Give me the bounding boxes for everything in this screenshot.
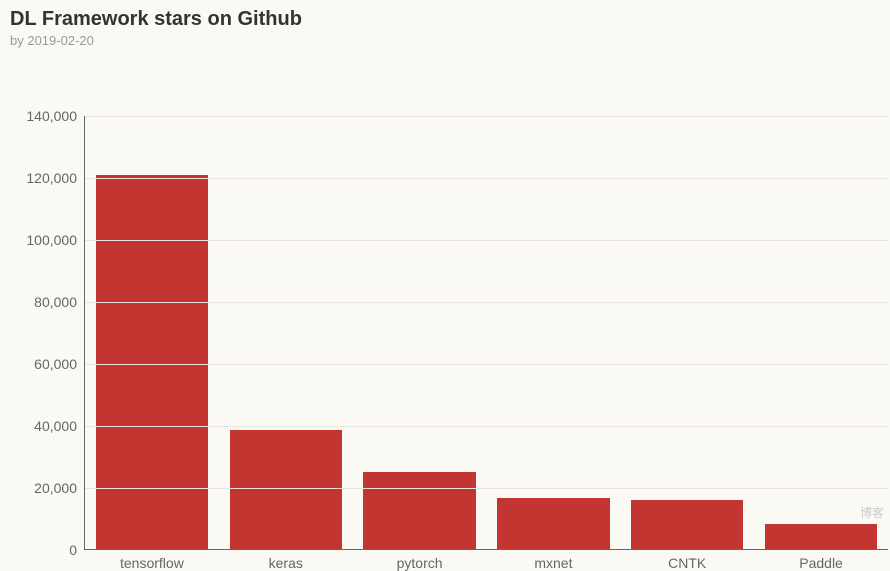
plot-area: tensorflowkeraspytorchmxnetCNTKPaddle 02…	[84, 116, 888, 550]
bar-slot: CNTK	[620, 116, 754, 549]
ytick-label: 140,000	[26, 108, 85, 124]
bars-group: tensorflowkeraspytorchmxnetCNTKPaddle	[85, 116, 888, 549]
xtick-label: pytorch	[397, 549, 443, 571]
bar-slot: mxnet	[486, 116, 620, 549]
gridline	[85, 364, 888, 365]
bar	[230, 430, 342, 549]
bar	[96, 175, 208, 549]
gridline	[85, 178, 888, 179]
chart-subtitle: by 2019-02-20	[10, 33, 880, 48]
ytick-label: 60,000	[34, 356, 85, 372]
chart-container: DL Framework stars on Github by 2019-02-…	[0, 0, 890, 529]
ytick-label: 120,000	[26, 170, 85, 186]
ytick-label: 80,000	[34, 294, 85, 310]
chart-title: DL Framework stars on Github	[10, 8, 880, 31]
xtick-label: keras	[269, 549, 303, 571]
ytick-label: 0	[69, 542, 85, 558]
bar	[363, 472, 475, 549]
bar	[497, 498, 609, 549]
gridline	[85, 426, 888, 427]
bar-slot: Paddle	[754, 116, 888, 549]
gridline	[85, 302, 888, 303]
gridline	[85, 116, 888, 117]
bar-slot: keras	[219, 116, 353, 549]
bar-slot: tensorflow	[85, 116, 219, 549]
ytick-label: 40,000	[34, 418, 85, 434]
xtick-label: mxnet	[534, 549, 572, 571]
bar	[631, 500, 743, 549]
xtick-label: CNTK	[668, 549, 706, 571]
bar	[765, 524, 877, 549]
xtick-label: tensorflow	[120, 549, 184, 571]
gridline	[85, 488, 888, 489]
bar-slot: pytorch	[353, 116, 487, 549]
gridline	[85, 240, 888, 241]
xtick-label: Paddle	[799, 549, 843, 571]
ytick-label: 100,000	[26, 232, 85, 248]
ytick-label: 20,000	[34, 480, 85, 496]
